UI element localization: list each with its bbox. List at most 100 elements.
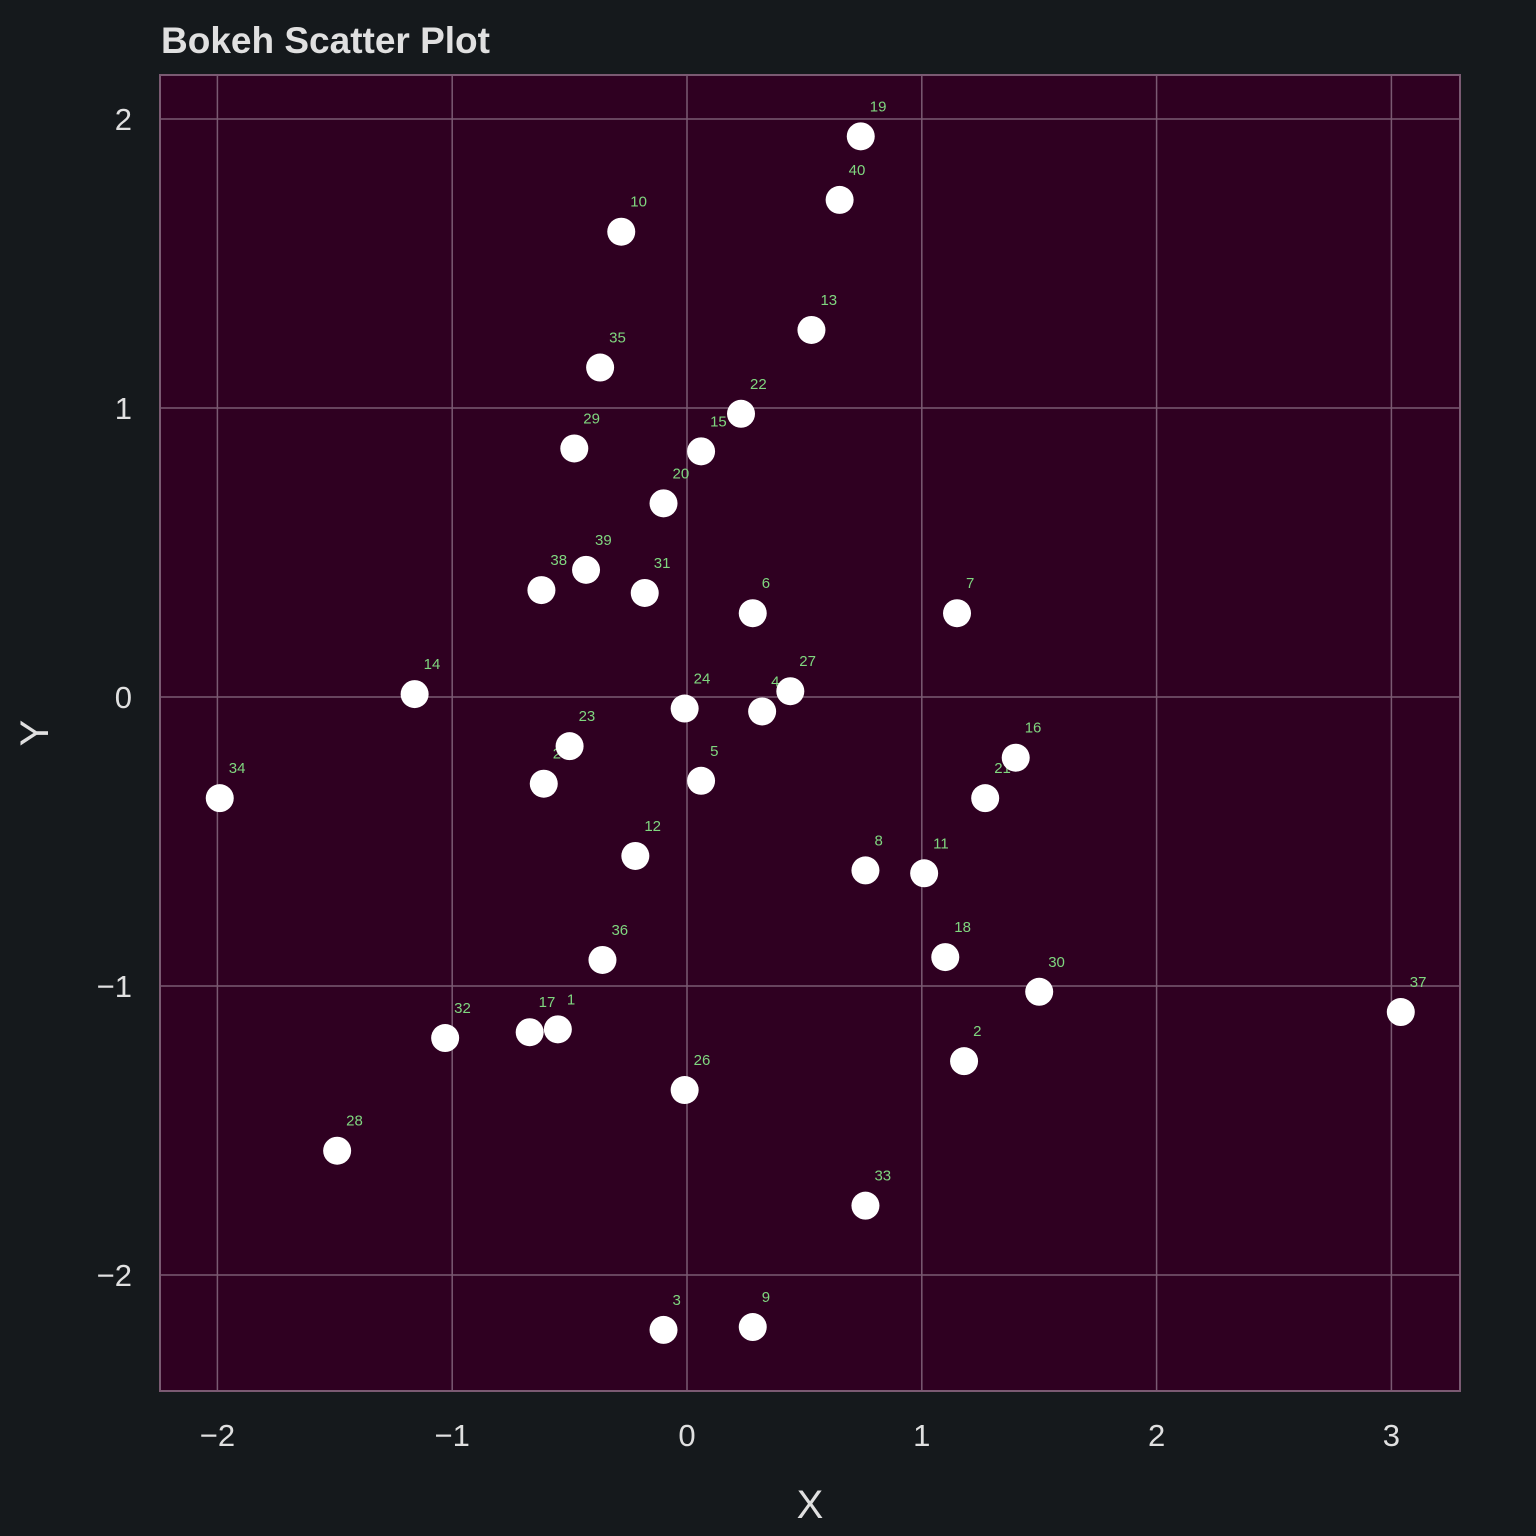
point-label: 3 — [673, 1292, 681, 1309]
point-label: 2 — [973, 1023, 981, 1040]
data-point — [851, 856, 880, 885]
point-label: 1 — [567, 991, 575, 1008]
x-tick-label: 0 — [678, 1418, 695, 1453]
data-point — [431, 1024, 460, 1053]
x-tick-label: −1 — [435, 1418, 470, 1453]
data-point — [560, 434, 589, 463]
chart-title: Bokeh Scatter Plot — [161, 20, 490, 61]
y-axis-label: Y — [13, 720, 57, 747]
point-label: 30 — [1048, 954, 1065, 971]
data-point — [205, 784, 234, 813]
data-point — [851, 1191, 880, 1220]
point-label: 38 — [550, 552, 567, 569]
data-point — [586, 353, 615, 382]
data-point — [543, 1015, 572, 1044]
data-point — [529, 769, 558, 798]
point-label: 36 — [611, 922, 628, 939]
y-axis-ticks: −2 −1 0 1 2 — [97, 102, 132, 1293]
point-label: 20 — [673, 465, 690, 482]
x-axis-label: X — [797, 1483, 824, 1527]
point-label: 23 — [579, 708, 596, 725]
data-point — [1386, 998, 1415, 1027]
point-label: 16 — [1025, 720, 1042, 737]
data-point — [323, 1136, 352, 1165]
point-label: 22 — [750, 376, 767, 393]
point-label: 15 — [710, 413, 727, 430]
data-point — [797, 315, 826, 344]
point-label: 29 — [583, 410, 600, 427]
point-label: 19 — [870, 98, 887, 115]
data-point — [400, 680, 429, 709]
data-point — [687, 766, 716, 795]
point-label: 13 — [820, 292, 837, 309]
y-tick-label: 0 — [115, 680, 132, 715]
data-point — [943, 599, 972, 628]
x-tick-label: 1 — [913, 1418, 930, 1453]
y-tick-label: 1 — [115, 391, 132, 426]
point-label: 31 — [654, 555, 671, 572]
x-tick-label: 3 — [1383, 1418, 1400, 1453]
data-point — [971, 784, 1000, 813]
point-label: 40 — [849, 162, 866, 179]
data-point — [1001, 743, 1030, 772]
data-point — [630, 578, 659, 607]
point-label: 35 — [609, 330, 626, 347]
point-label: 32 — [454, 1000, 471, 1017]
point-label: 12 — [644, 818, 661, 835]
data-point — [607, 217, 636, 246]
data-point — [931, 943, 960, 972]
x-axis-ticks: −2 −1 0 1 2 3 — [200, 1418, 1400, 1453]
point-label: 39 — [595, 532, 612, 549]
point-label: 6 — [762, 575, 770, 592]
point-label: 18 — [954, 919, 971, 936]
data-point — [649, 489, 678, 518]
data-point — [649, 1315, 678, 1344]
x-tick-label: 2 — [1148, 1418, 1165, 1453]
point-label: 4 — [771, 673, 779, 690]
data-point — [950, 1047, 979, 1076]
data-point — [738, 599, 767, 628]
x-tick-label: −2 — [200, 1418, 235, 1453]
data-point — [621, 841, 650, 870]
plot-area — [160, 75, 1460, 1391]
data-point — [687, 437, 716, 466]
point-label: 28 — [346, 1113, 363, 1130]
data-point — [588, 945, 617, 974]
data-point — [515, 1018, 544, 1047]
point-label: 37 — [1410, 974, 1427, 991]
data-point — [727, 399, 756, 428]
y-tick-label: −2 — [97, 1258, 132, 1293]
data-point — [748, 697, 777, 726]
data-point — [670, 1076, 699, 1105]
data-point — [738, 1313, 767, 1342]
data-point — [825, 185, 854, 214]
grid-lines — [160, 75, 1460, 1391]
y-tick-label: −1 — [97, 969, 132, 1004]
data-points — [205, 122, 1415, 1344]
plot-border — [159, 74, 1461, 1392]
point-label: 8 — [874, 832, 882, 849]
data-point — [555, 732, 584, 761]
data-point — [572, 555, 601, 584]
point-label: 7 — [966, 575, 974, 592]
point-label: 27 — [799, 653, 816, 670]
point-label: 10 — [630, 194, 647, 211]
point-label: 33 — [874, 1168, 891, 1185]
point-label: 11 — [933, 835, 949, 852]
point-label: 24 — [694, 671, 711, 688]
y-tick-label: 2 — [115, 102, 132, 137]
data-point — [776, 677, 805, 706]
point-label: 17 — [539, 994, 556, 1011]
data-point — [1025, 977, 1054, 1006]
data-point — [527, 576, 556, 605]
data-point — [846, 122, 875, 151]
point-label: 26 — [694, 1052, 711, 1069]
point-label: 34 — [229, 760, 246, 777]
data-point — [670, 694, 699, 723]
point-label: 14 — [424, 656, 441, 673]
point-label: 9 — [762, 1289, 770, 1306]
point-label: 5 — [710, 743, 718, 760]
data-point — [910, 859, 939, 888]
